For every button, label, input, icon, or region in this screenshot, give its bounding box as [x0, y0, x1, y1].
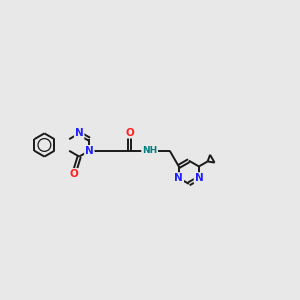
Text: N: N [85, 146, 94, 156]
Text: N: N [194, 173, 203, 183]
Text: O: O [125, 128, 134, 138]
Text: O: O [70, 169, 78, 179]
Text: NH: NH [142, 146, 157, 155]
Text: N: N [75, 128, 84, 138]
Text: N: N [174, 173, 183, 183]
